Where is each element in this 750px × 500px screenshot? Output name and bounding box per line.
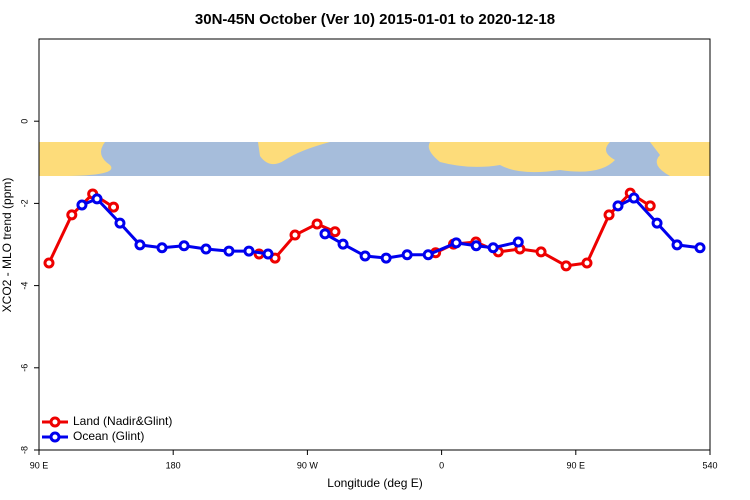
y-tick-label: 0: [19, 119, 29, 124]
x-tick-label: 540: [702, 460, 717, 470]
plot-frame: [38, 38, 711, 451]
point: [108, 201, 120, 213]
point: [91, 193, 103, 205]
y-axis-label: XCO2 - MLO trend (ppm): [0, 178, 14, 313]
point: [651, 217, 663, 229]
x-axis-label: Longitude (deg E): [327, 476, 422, 490]
point: [487, 242, 499, 254]
y-tick-label: -2: [19, 199, 29, 207]
point: [535, 246, 547, 258]
point: [114, 217, 126, 229]
series-line: [81, 196, 701, 260]
map-band: [39, 142, 710, 176]
point: [311, 218, 323, 230]
point: [560, 260, 572, 272]
x-tick-label: 180: [166, 460, 181, 470]
point: [134, 239, 146, 251]
point: [329, 226, 341, 238]
point: [671, 239, 683, 251]
x-tick-label: 90 W: [297, 460, 319, 470]
legend-marker: [49, 431, 61, 443]
series-line: [47, 191, 652, 268]
point: [262, 248, 274, 260]
point: [380, 252, 392, 264]
point: [76, 199, 88, 211]
point: [243, 245, 255, 257]
point: [359, 250, 371, 262]
x-tick-label: 0: [439, 460, 444, 470]
point: [223, 245, 235, 257]
point: [337, 238, 349, 250]
point: [401, 249, 413, 261]
point: [612, 200, 624, 212]
legend-label: Ocean (Glint): [73, 429, 144, 443]
point: [694, 242, 706, 254]
y-tick-label: -6: [19, 364, 29, 372]
chart-title: 30N-45N October (Ver 10) 2015-01-01 to 2…: [195, 11, 555, 28]
point: [422, 249, 434, 261]
point: [512, 236, 524, 248]
point: [450, 237, 462, 249]
point: [603, 209, 615, 221]
point: [156, 242, 168, 254]
point: [43, 257, 55, 269]
y-tick-label: -8: [19, 446, 29, 454]
x-tick-label: 90 E: [567, 460, 586, 470]
legend-label: Land (Nadir&Glint): [73, 414, 172, 428]
point: [628, 192, 640, 204]
point: [319, 228, 331, 240]
point: [289, 229, 301, 241]
point: [644, 200, 656, 212]
x-tick-label: 90 E: [30, 460, 49, 470]
point: [470, 240, 482, 252]
point: [200, 243, 212, 255]
point: [66, 209, 78, 221]
legend-marker: [49, 416, 61, 428]
point: [581, 257, 593, 269]
point: [178, 240, 190, 252]
y-tick-label: -4: [19, 282, 29, 290]
